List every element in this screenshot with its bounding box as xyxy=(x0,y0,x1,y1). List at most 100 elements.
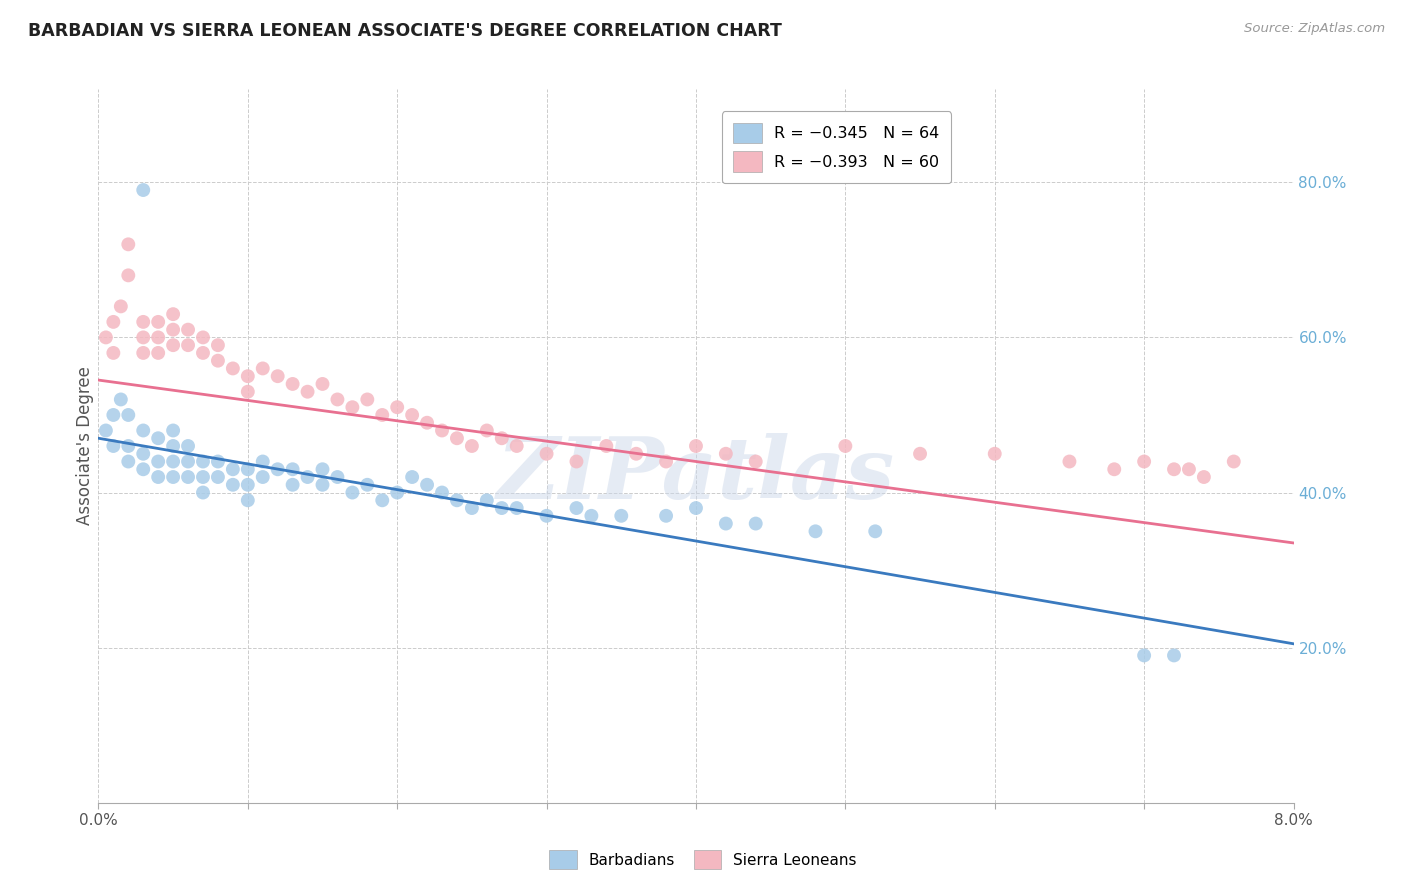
Point xyxy=(148,454,170,468)
Point xyxy=(311,462,333,476)
Point xyxy=(117,439,139,453)
Point xyxy=(110,299,132,313)
Point xyxy=(491,431,513,445)
Point xyxy=(446,493,468,508)
Legend: Barbadians, Sierra Leoneans: Barbadians, Sierra Leoneans xyxy=(543,844,863,875)
Point xyxy=(117,408,139,422)
Point xyxy=(1192,470,1215,484)
Point xyxy=(148,346,170,360)
Point xyxy=(162,439,184,453)
Point xyxy=(326,470,349,484)
Point xyxy=(581,508,603,523)
Point xyxy=(714,516,737,531)
Point xyxy=(148,431,170,445)
Point xyxy=(326,392,349,407)
Point xyxy=(1102,462,1125,476)
Text: BARBADIAN VS SIERRA LEONEAN ASSOCIATE'S DEGREE CORRELATION CHART: BARBADIAN VS SIERRA LEONEAN ASSOCIATE'S … xyxy=(28,22,782,40)
Point xyxy=(162,470,184,484)
Point xyxy=(536,508,558,523)
Point xyxy=(132,424,155,438)
Point xyxy=(252,470,274,484)
Point xyxy=(132,346,155,360)
Text: Source: ZipAtlas.com: Source: ZipAtlas.com xyxy=(1244,22,1385,36)
Point xyxy=(281,477,304,491)
Legend: R = −0.345   N = 64, R = −0.393   N = 60: R = −0.345 N = 64, R = −0.393 N = 60 xyxy=(721,112,950,183)
Point xyxy=(475,493,498,508)
Point xyxy=(342,485,364,500)
Point xyxy=(162,338,184,352)
Point xyxy=(461,439,484,453)
Point xyxy=(236,462,259,476)
Point xyxy=(983,447,1005,461)
Point xyxy=(536,447,558,461)
Y-axis label: Associate's Degree: Associate's Degree xyxy=(76,367,94,525)
Point xyxy=(94,424,117,438)
Point xyxy=(342,401,364,415)
Point xyxy=(103,346,125,360)
Point xyxy=(655,508,678,523)
Point xyxy=(132,330,155,344)
Point xyxy=(311,376,333,391)
Point xyxy=(94,330,117,344)
Point xyxy=(177,338,200,352)
Point xyxy=(222,361,245,376)
Point xyxy=(1222,454,1246,468)
Point xyxy=(430,485,453,500)
Point xyxy=(595,439,617,453)
Point xyxy=(177,454,200,468)
Point xyxy=(103,315,125,329)
Point xyxy=(191,346,214,360)
Point xyxy=(207,338,229,352)
Point xyxy=(281,462,304,476)
Point xyxy=(416,416,439,430)
Point xyxy=(461,501,484,516)
Point xyxy=(191,454,214,468)
Point xyxy=(117,454,139,468)
Point xyxy=(132,462,155,476)
Point xyxy=(162,323,184,337)
Point xyxy=(222,462,245,476)
Point xyxy=(132,183,155,197)
Point xyxy=(103,408,125,422)
Point xyxy=(162,424,184,438)
Point xyxy=(356,392,378,407)
Point xyxy=(371,493,394,508)
Point xyxy=(565,501,588,516)
Point xyxy=(132,315,155,329)
Point xyxy=(1133,454,1156,468)
Point xyxy=(385,401,409,415)
Point xyxy=(162,307,184,321)
Point xyxy=(103,439,125,453)
Point xyxy=(356,477,378,491)
Point xyxy=(191,470,214,484)
Point xyxy=(863,524,886,539)
Point xyxy=(252,454,274,468)
Point xyxy=(610,508,633,523)
Point xyxy=(475,424,498,438)
Point xyxy=(297,470,319,484)
Point xyxy=(191,485,214,500)
Point xyxy=(297,384,319,399)
Point xyxy=(401,470,423,484)
Point xyxy=(267,462,290,476)
Point xyxy=(117,237,139,252)
Point xyxy=(117,268,139,283)
Point xyxy=(371,408,394,422)
Point xyxy=(236,493,259,508)
Point xyxy=(222,477,245,491)
Point xyxy=(252,361,274,376)
Point xyxy=(685,439,707,453)
Point xyxy=(491,501,513,516)
Point xyxy=(177,439,200,453)
Point xyxy=(1163,462,1185,476)
Point xyxy=(177,323,200,337)
Point xyxy=(1059,454,1081,468)
Point xyxy=(191,330,214,344)
Point xyxy=(236,369,259,384)
Point xyxy=(148,470,170,484)
Point xyxy=(908,447,931,461)
Point xyxy=(1178,462,1201,476)
Text: ZIPatlas: ZIPatlas xyxy=(496,433,896,516)
Point xyxy=(506,501,529,516)
Point xyxy=(281,376,304,391)
